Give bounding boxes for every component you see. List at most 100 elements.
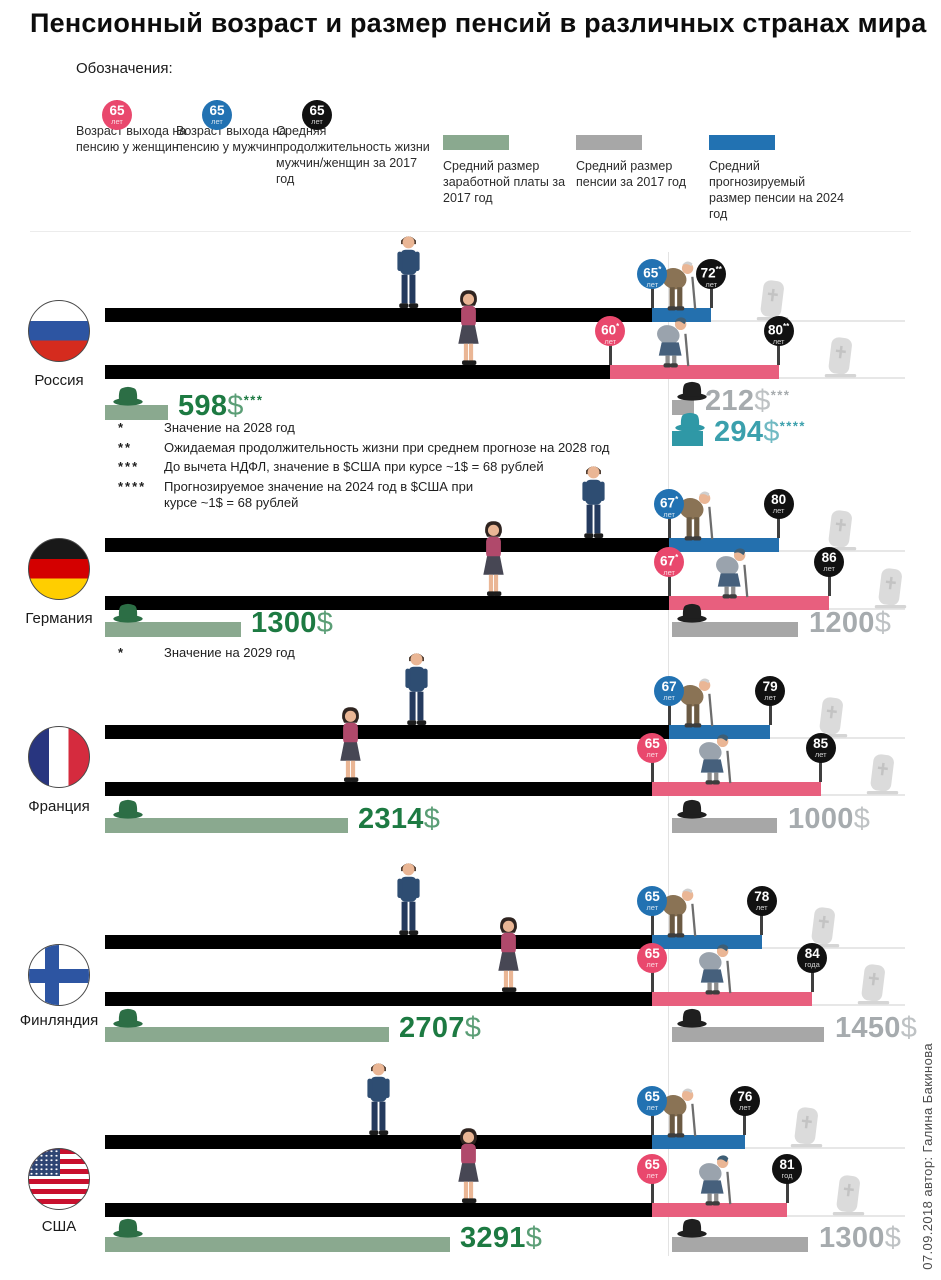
page-title: Пенсионный возраст и размер пенсий в раз… bbox=[30, 8, 927, 38]
usa-women-baseline bbox=[787, 1215, 905, 1217]
usa-men-tombstone-icon bbox=[789, 1106, 824, 1149]
finland-women-life-bar bbox=[652, 992, 813, 1006]
finland-young-man-figure bbox=[390, 860, 427, 936]
france-women-life-expectancy-badge: 85 лет bbox=[805, 733, 836, 763]
finland-men-baseline bbox=[761, 947, 905, 949]
usa-young-woman-figure bbox=[450, 1128, 487, 1204]
germany-pension-bar bbox=[672, 622, 798, 637]
legend-item-men-retirement-age: 65 лет Возраст выхода на пенсию у мужчин bbox=[176, 100, 298, 155]
legend-label: Средний размер заработной платы за 2017 … bbox=[443, 159, 566, 205]
france-men-life-expectancy-badge: 79 лет bbox=[755, 676, 786, 706]
russia-forecast-pension-hat-icon bbox=[674, 411, 706, 432]
france-men-retirement-age-badge: 67 лет bbox=[654, 676, 685, 706]
finland-women-tombstone-icon bbox=[856, 963, 891, 1006]
finland-men-retirement-age-badge: 65 лет bbox=[637, 886, 668, 916]
finland-men-retirement-badge-stem bbox=[650, 914, 654, 935]
badge-unit: лет bbox=[111, 117, 123, 126]
russia-women-retirement-badge-stem bbox=[608, 344, 612, 365]
russia-pension-value: 212$*** bbox=[705, 385, 791, 417]
germany-men-life-bar bbox=[669, 538, 779, 552]
usa-women-life-badge-stem bbox=[785, 1182, 789, 1203]
germany-women-retirement-badge-stem bbox=[667, 575, 671, 596]
france-women-tombstone-icon bbox=[865, 753, 900, 796]
usa-men-baseline bbox=[744, 1147, 905, 1149]
finland-women-baseline bbox=[812, 1004, 905, 1006]
finland-pension-value: 1450$ bbox=[835, 1012, 918, 1044]
usa-women-retirement-badge-stem bbox=[650, 1182, 654, 1203]
france-salary-value: 2314$ bbox=[358, 803, 441, 835]
usa-salary-bar bbox=[105, 1237, 450, 1252]
russia-young-man-figure bbox=[390, 233, 427, 309]
france-men-baseline bbox=[770, 737, 905, 739]
france-women-baseline bbox=[820, 794, 905, 796]
legend-item-life-expectancy: 65 лет Средняя продолжительность жизни м… bbox=[276, 100, 436, 187]
usa-label: США bbox=[41, 1218, 77, 1235]
germany-pension-value: 1200$ bbox=[809, 607, 892, 639]
france-women-timeline-bar bbox=[105, 782, 653, 796]
finland-flag bbox=[28, 944, 90, 1006]
finland-men-life-bar bbox=[652, 935, 762, 949]
france-young-woman-figure bbox=[332, 707, 369, 783]
germany-women-timeline-bar bbox=[105, 596, 670, 610]
finland-pension-bar bbox=[672, 1027, 824, 1042]
france-women-life-badge-stem bbox=[819, 761, 823, 782]
russia-flag bbox=[28, 300, 90, 362]
russia-women-life-expectancy-badge: 80** лет bbox=[763, 316, 794, 346]
author-credit: 07.09.2018 автор: Галина Бакинова bbox=[920, 1043, 935, 1270]
salary-swatch bbox=[443, 135, 509, 150]
france-men-timeline-bar bbox=[105, 725, 670, 739]
legend-title: Обозначения: bbox=[76, 60, 173, 77]
germany-women-baseline bbox=[829, 608, 905, 610]
usa-men-life-expectancy-badge: 76 лет bbox=[729, 1086, 760, 1116]
pension-column-divider bbox=[668, 252, 669, 1256]
usa-men-life-bar bbox=[652, 1135, 745, 1149]
france-women-retirement-badge-stem bbox=[650, 761, 654, 782]
finland-men-life-expectancy-badge: 78 лет bbox=[746, 886, 777, 916]
finland-label: Финляндия bbox=[19, 1012, 99, 1029]
russia-salary-hat-icon bbox=[112, 385, 144, 406]
russia-footnote: **** Прогнозируемое значение на 2024 год … bbox=[118, 478, 474, 511]
france-men-life-badge-stem bbox=[768, 704, 772, 725]
usa-women-tombstone-icon bbox=[831, 1174, 866, 1217]
pension-swatch bbox=[576, 135, 642, 150]
women-age-badge-sample: 65 лет bbox=[102, 100, 132, 130]
germany-women-retirement-age-badge: 67* лет bbox=[654, 547, 685, 577]
usa-elderly-woman-figure bbox=[694, 1149, 738, 1206]
germany-men-baseline bbox=[778, 550, 905, 552]
russia-salary-value: 598$*** bbox=[178, 390, 264, 422]
usa-pension-hat-icon bbox=[676, 1217, 708, 1238]
finland-pension-hat-icon bbox=[676, 1007, 708, 1028]
finland-salary-bar bbox=[105, 1027, 389, 1042]
germany-women-life-expectancy-badge: 86 лет bbox=[814, 547, 845, 577]
usa-flag bbox=[28, 1148, 90, 1210]
france-elderly-woman-figure bbox=[694, 728, 738, 785]
france-pension-value: 1000$ bbox=[788, 803, 871, 835]
germany-women-tombstone-icon bbox=[873, 567, 908, 610]
germany-salary-bar bbox=[105, 622, 241, 637]
russia-forecast-pension-value: 294$**** bbox=[714, 416, 806, 448]
russia-men-retirement-badge-stem bbox=[650, 287, 654, 308]
badge-value: 65 bbox=[309, 103, 325, 118]
finland-women-retirement-age-badge: 65 лет bbox=[637, 943, 668, 973]
germany-men-life-expectancy-badge: 80 лет bbox=[763, 489, 794, 519]
usa-salary-hat-icon bbox=[112, 1217, 144, 1238]
finland-salary-value: 2707$ bbox=[399, 1012, 482, 1044]
usa-men-life-badge-stem bbox=[743, 1114, 747, 1135]
russia-women-tombstone-icon bbox=[823, 336, 858, 379]
legend-item-average-pension: Средний размер пенсии за 2017 год bbox=[576, 135, 701, 190]
usa-pension-bar bbox=[672, 1237, 808, 1252]
germany-pension-hat-icon bbox=[676, 602, 708, 623]
men-age-badge-sample: 65 лет bbox=[202, 100, 232, 130]
germany-men-tombstone-icon bbox=[823, 509, 858, 552]
germany-women-life-bar bbox=[669, 596, 830, 610]
usa-women-retirement-age-badge: 65 лет bbox=[637, 1154, 668, 1184]
forecast-pension-swatch bbox=[709, 135, 775, 150]
france-label: Франция bbox=[28, 798, 90, 815]
finland-women-life-expectancy-badge: 84 года bbox=[797, 943, 828, 973]
russia-men-tombstone-icon bbox=[755, 279, 790, 322]
finland-women-retirement-badge-stem bbox=[650, 971, 654, 992]
legend-divider bbox=[30, 231, 911, 232]
usa-men-retirement-age-badge: 65 лет bbox=[637, 1086, 668, 1116]
legend-label: Возраст выхода на пенсию у женщин bbox=[76, 124, 187, 154]
germany-salary-value: 1300$ bbox=[251, 607, 334, 639]
